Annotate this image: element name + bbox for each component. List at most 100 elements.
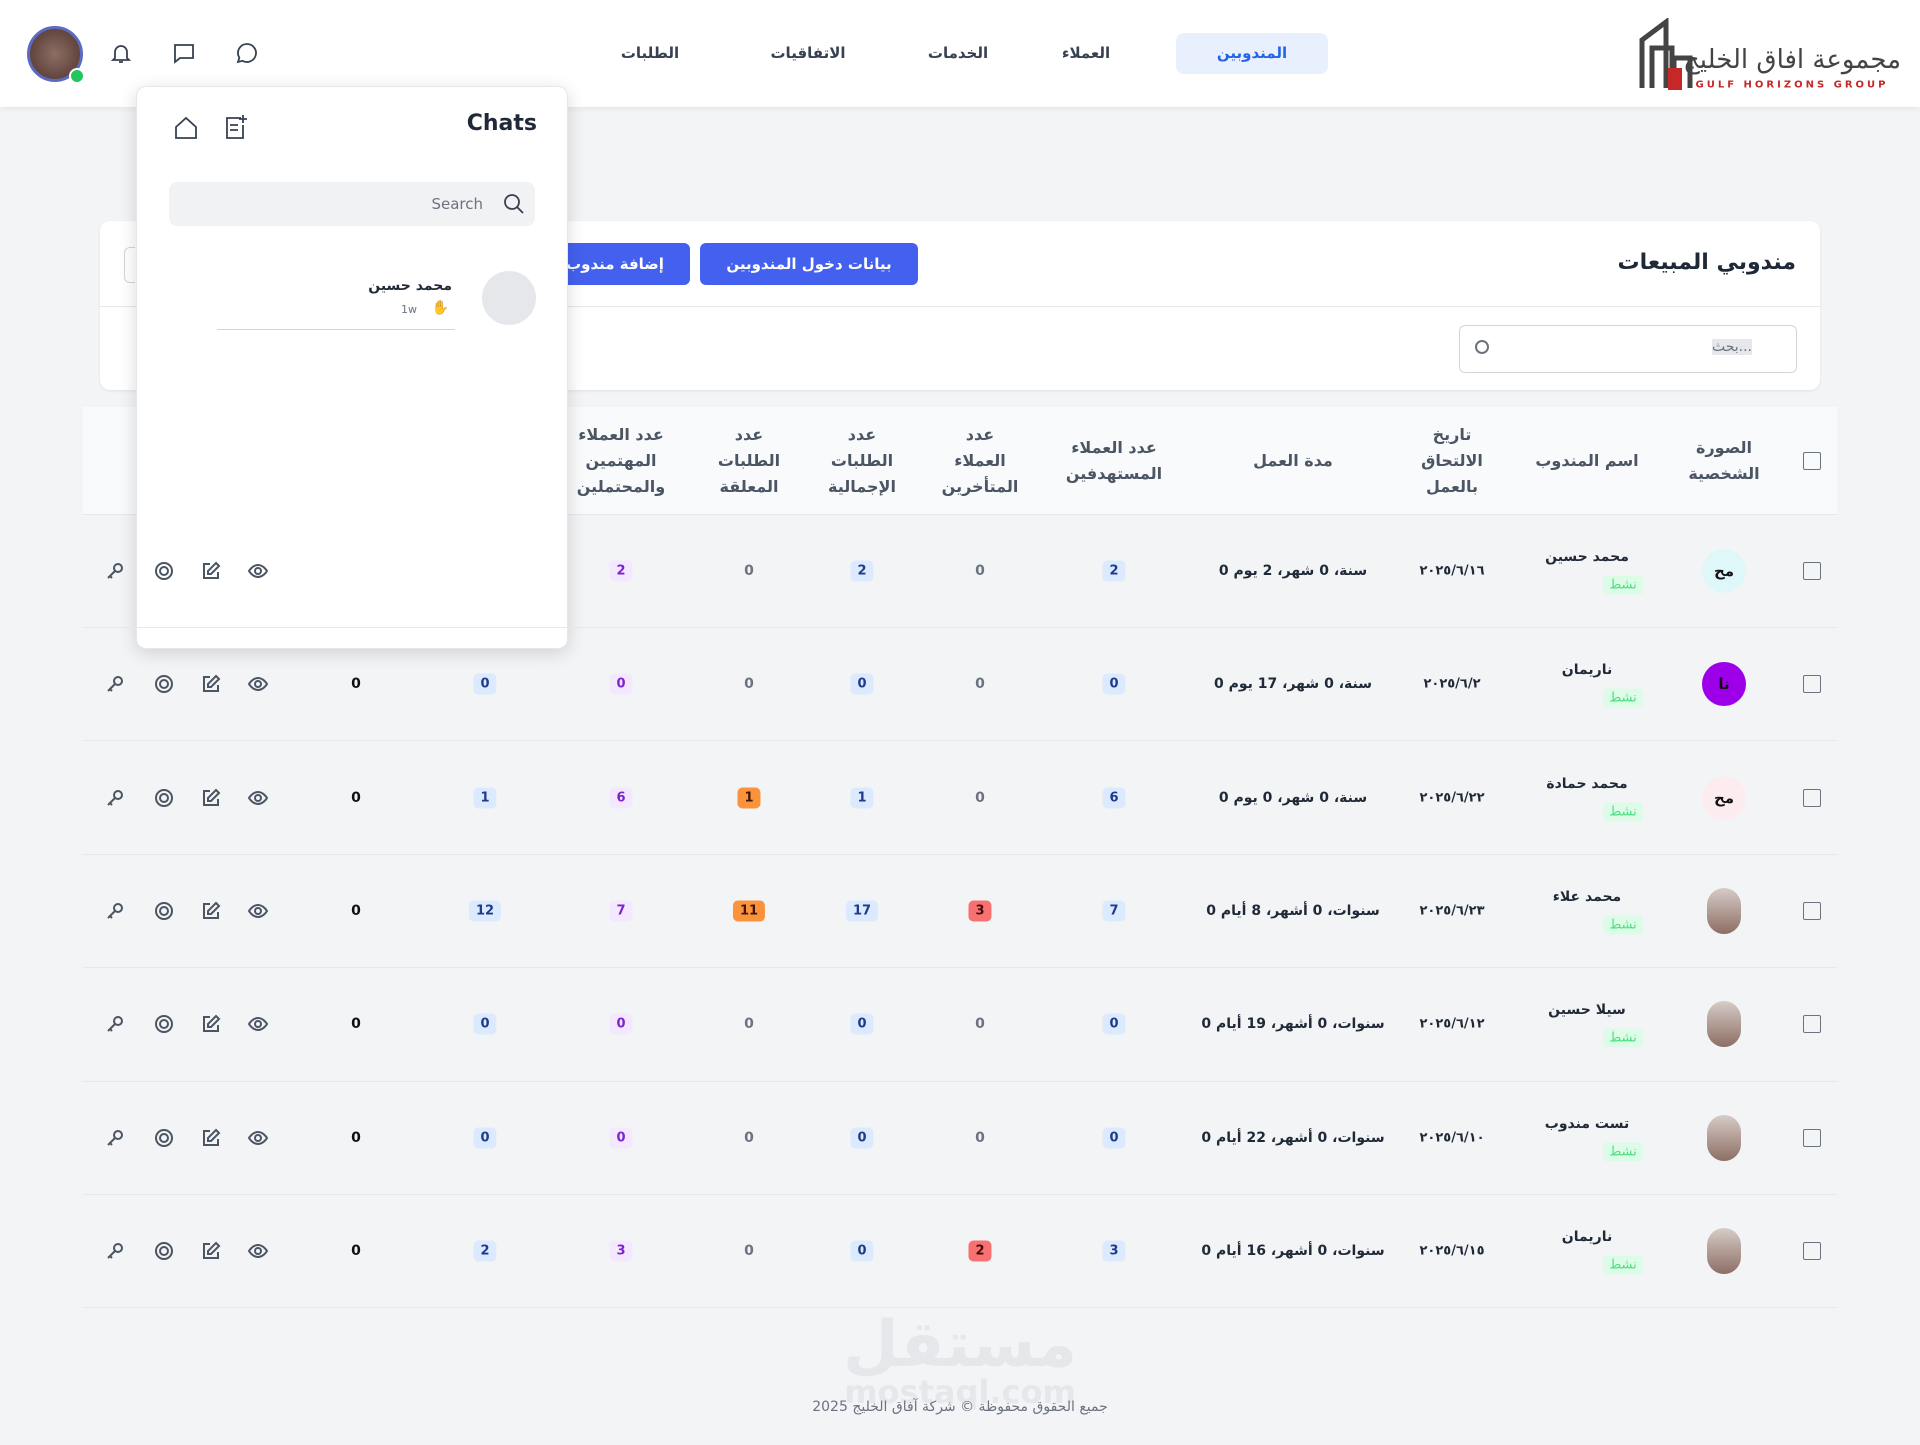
messages-icon[interactable]: [235, 41, 259, 65]
key-button[interactable]: [105, 674, 125, 694]
avatar-photo: [1707, 1001, 1741, 1048]
key-button-shape: [107, 562, 123, 579]
count-value: 0: [351, 789, 361, 806]
rep-name[interactable]: محمد علاء: [1552, 888, 1622, 905]
nav-item[interactable]: الاتفاقيات: [770, 44, 846, 62]
logo-accent: [1668, 68, 1682, 90]
edit-button[interactable]: [201, 1014, 221, 1034]
count-badge: 6: [609, 787, 633, 808]
table-header-cell: عدد العملاء المتأخرين: [941, 425, 1019, 496]
count-badge: 6: [1102, 787, 1126, 808]
row-checkbox[interactable]: [1803, 1128, 1821, 1147]
edit-button-shape: [203, 1241, 221, 1260]
key-button[interactable]: [105, 901, 125, 921]
rep-name[interactable]: ناريمان: [1561, 662, 1613, 679]
row-divider: [83, 853, 1837, 855]
target-button[interactable]: [154, 901, 174, 921]
rep-name[interactable]: تست مندوب: [1544, 1115, 1630, 1132]
edit-button[interactable]: [201, 1128, 221, 1148]
view-button[interactable]: [248, 1128, 268, 1148]
target-button[interactable]: [154, 674, 174, 694]
view-button[interactable]: [248, 901, 268, 921]
new-chat-icon[interactable]: [223, 113, 251, 141]
count-badge: 1: [473, 787, 497, 808]
bell-icon[interactable]: [109, 41, 133, 65]
count-value: 0: [351, 1129, 361, 1146]
search-placeholder: بحث...: [1711, 339, 1752, 355]
nav-item[interactable]: المندوبين: [1216, 44, 1288, 62]
avatar-initials: مح: [1702, 775, 1746, 820]
rep-name[interactable]: سيلا حسين: [1548, 1002, 1626, 1019]
key-button[interactable]: [105, 561, 125, 581]
key-button-shape: [107, 1016, 123, 1033]
row-checkbox[interactable]: [1803, 1015, 1821, 1034]
count-value: 0: [744, 1129, 754, 1146]
home-icon[interactable]: [173, 115, 199, 141]
row-checkbox[interactable]: [1803, 561, 1821, 580]
row-checkbox[interactable]: [1803, 788, 1821, 807]
edit-button[interactable]: [201, 674, 221, 694]
header-checkbox[interactable]: [1803, 452, 1821, 470]
messages-shape: [236, 43, 257, 64]
count-badge: 3: [968, 900, 992, 922]
chat-name[interactable]: محمد حسين: [368, 278, 452, 294]
row-checkbox[interactable]: [1803, 675, 1821, 694]
view-button[interactable]: [248, 674, 268, 694]
edit-button[interactable]: [201, 901, 221, 921]
nav-item[interactable]: العملاء: [1061, 44, 1111, 62]
join-date: ٢٠٢٥/٦/٢٣: [1419, 903, 1485, 919]
edit-button-shape: [203, 788, 221, 806]
count-badge: 17: [845, 900, 879, 922]
row-checkbox[interactable]: [1803, 901, 1821, 920]
key-button[interactable]: [105, 788, 125, 808]
target-button-shape: [155, 788, 173, 807]
edit-button-shape: [203, 674, 221, 693]
rep-name[interactable]: ناريمان: [1561, 1229, 1613, 1246]
chat-icon[interactable]: [172, 41, 196, 65]
search-box[interactable]: بحث...: [1459, 325, 1797, 373]
rep-name[interactable]: محمد حمادة: [1546, 775, 1628, 792]
duration: 0 سنة، 0 شهر، 0 يوم: [1218, 789, 1368, 806]
edit-button[interactable]: [201, 561, 221, 581]
view-button[interactable]: [248, 1014, 268, 1034]
count-badge: 2: [609, 560, 633, 582]
key-button[interactable]: [105, 1128, 125, 1148]
key-button-shape: [107, 789, 123, 806]
credentials-button[interactable]: بيانات دخول المندوبين: [700, 243, 918, 285]
status-badge: نشط: [1603, 915, 1643, 935]
count-badge: 1: [850, 787, 874, 808]
view-button[interactable]: [248, 1241, 268, 1261]
chat-search[interactable]: Search: [169, 182, 535, 226]
table-header-cell: عدد العملاء المستهدفين: [1065, 438, 1163, 483]
count-value: 0: [351, 676, 361, 693]
table-header-cell: الصورة الشخصية: [1688, 438, 1760, 483]
search-circle: [1475, 340, 1489, 354]
table-header-cell: عدد الطلبات المعلقة: [717, 425, 781, 496]
row-checkbox[interactable]: [1803, 1242, 1821, 1261]
key-button[interactable]: [105, 1014, 125, 1034]
status-badge: نشط: [1603, 575, 1643, 595]
rep-name[interactable]: محمد حسين: [1545, 548, 1629, 565]
nav-item[interactable]: الخدمات: [927, 44, 989, 62]
chat-search-shape: [504, 194, 524, 214]
target-button[interactable]: [154, 788, 174, 808]
chat-emoji: ✋: [431, 300, 449, 316]
edit-button[interactable]: [201, 788, 221, 808]
search-icon: [1475, 340, 1489, 354]
count-badge: 0: [609, 1013, 633, 1035]
view-button[interactable]: [248, 788, 268, 808]
nav-item[interactable]: الطلبات: [620, 44, 680, 62]
chat-avatar: [482, 271, 536, 325]
target-button[interactable]: [154, 1128, 174, 1148]
view-button[interactable]: [248, 561, 268, 581]
duration: 0 سنوات، 0 أشهر، 19 أيام: [1201, 1016, 1385, 1033]
target-button[interactable]: [154, 561, 174, 581]
count-badge: 12: [468, 900, 502, 922]
edit-button[interactable]: [201, 1241, 221, 1261]
status-badge: نشط: [1603, 802, 1643, 821]
target-button[interactable]: [154, 1241, 174, 1261]
key-button[interactable]: [105, 1241, 125, 1261]
target-button[interactable]: [154, 1014, 174, 1034]
edit-button-shape: [203, 1128, 221, 1146]
page-title: مندوبي المبيعات: [1617, 250, 1796, 275]
